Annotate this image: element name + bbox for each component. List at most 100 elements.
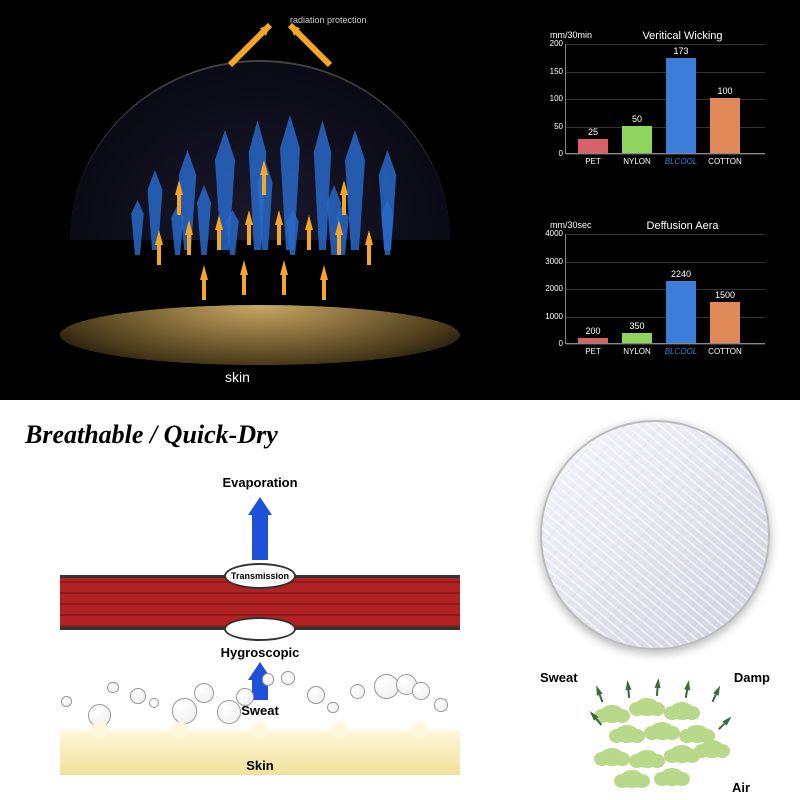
breathable-diagram: Breathable / Quick-Dry Evaporation Trans… — [0, 400, 510, 800]
ytick-label: 3000 — [545, 257, 563, 266]
ytick-label: 1000 — [545, 312, 563, 321]
up-arrow-icon — [365, 230, 373, 245]
up-arrow-icon — [260, 160, 268, 175]
cloud-icon — [600, 748, 624, 766]
bar-xlabel: BLCOOL — [663, 347, 699, 356]
bubble — [350, 684, 365, 699]
up-arrow-icon — [240, 260, 248, 275]
moisture-diagram: Evaporation Transmission Hygroscopic Swe… — [60, 475, 460, 785]
cloud-icon — [615, 725, 639, 743]
gridline — [566, 344, 765, 345]
bar-value: 200 — [578, 326, 608, 336]
ytick-label: 0 — [559, 339, 563, 348]
cloud-icon — [635, 698, 659, 716]
bubble — [412, 682, 430, 700]
chart1-area: 05010015020025PET50NYLON173BLCOOL100COTT… — [565, 44, 765, 154]
label-transmission: Transmission — [231, 571, 289, 581]
fabric-swatch — [540, 420, 770, 650]
bubble — [434, 698, 448, 712]
small-arrow-icon — [593, 684, 602, 695]
crystal — [125, 200, 150, 255]
bottom-panel: Breathable / Quick-Dry Evaporation Trans… — [0, 400, 800, 800]
bar-xlabel: NYLON — [619, 347, 655, 356]
lens-hygroscopic — [224, 617, 296, 641]
lens-transmission: Transmission — [224, 563, 296, 589]
radiation-arrow-left — [220, 20, 280, 70]
cloud-icon — [670, 745, 694, 763]
cloud-icon — [635, 750, 659, 768]
cloud-icon — [600, 705, 624, 723]
radiation-diagram: radiation protection skin — [0, 0, 520, 400]
chart2-area: 01000200030004000200PET350NYLON2240BLCOO… — [565, 234, 765, 344]
air-diagram: Sweat Damp Air — [540, 670, 770, 790]
bar-pet — [578, 139, 608, 153]
arrow-evaporation — [252, 497, 268, 560]
gridline — [566, 154, 765, 155]
charts-panel: mm/30min Veritical Wicking 0501001502002… — [520, 0, 800, 400]
label-air-bottom: Air — [732, 780, 750, 795]
bar-xlabel: BLCOOL — [663, 157, 699, 166]
up-arrow-icon — [305, 215, 313, 230]
bar-value: 25 — [578, 127, 608, 137]
up-arrow-icon — [185, 220, 193, 235]
small-arrow-icon — [684, 680, 692, 691]
up-arrow-icon — [340, 180, 348, 195]
bar-value: 1500 — [710, 290, 740, 300]
bar-xlabel: COTTON — [707, 157, 743, 166]
bubble — [262, 673, 274, 685]
ytick-label: 50 — [554, 122, 563, 131]
bar-xlabel: PET — [575, 347, 611, 356]
radiation-arrow-right — [280, 20, 340, 70]
bar-cotton — [710, 98, 740, 153]
bar-value: 173 — [666, 46, 696, 56]
bubble — [194, 683, 214, 703]
ytick-label: 200 — [550, 39, 563, 48]
bubble — [307, 686, 325, 704]
bar-value: 2240 — [666, 269, 696, 279]
bar-pet — [578, 338, 608, 344]
bubble — [130, 688, 146, 704]
bar-cotton — [710, 302, 740, 343]
label-sweat-side: Sweat — [540, 670, 578, 685]
skin-surface — [60, 305, 460, 365]
bubble — [61, 696, 73, 708]
label-evaporation: Evaporation — [200, 475, 320, 490]
up-arrow-icon — [320, 265, 328, 280]
section-title: Breathable / Quick-Dry — [25, 420, 278, 450]
label-damp-side: Damp — [734, 670, 770, 685]
up-arrow-icon — [175, 180, 183, 195]
bar-nylon — [622, 126, 652, 154]
up-arrow-icon — [280, 260, 288, 275]
fabric-air-panel: Sweat Damp Air — [510, 400, 800, 800]
up-arrow-icon — [200, 265, 208, 280]
ytick-label: 0 — [559, 149, 563, 158]
cloud-icon — [620, 770, 644, 788]
cloud-icon — [700, 740, 724, 758]
small-arrow-icon — [655, 678, 662, 688]
crystal — [280, 210, 305, 255]
small-arrow-icon — [713, 684, 723, 696]
bubble — [107, 682, 119, 694]
chart-wicking: mm/30min Veritical Wicking 0501001502002… — [540, 30, 765, 154]
bubble — [149, 698, 159, 708]
bar-value: 100 — [710, 86, 740, 96]
bar-blcool — [666, 58, 696, 153]
bar-xlabel: NYLON — [619, 157, 655, 166]
label-sweat: Sweat — [200, 703, 320, 718]
gridline — [566, 234, 765, 235]
small-arrow-icon — [722, 714, 733, 725]
bar-blcool — [666, 281, 696, 343]
bubble — [327, 702, 339, 714]
gridline — [566, 262, 765, 263]
up-arrow-icon — [335, 220, 343, 235]
cloud-icon — [670, 702, 694, 720]
bubble — [281, 671, 295, 685]
up-arrow-icon — [215, 215, 223, 230]
bar-nylon — [622, 333, 652, 343]
label-hygroscopic: Hygroscopic — [200, 645, 320, 660]
bar-xlabel: COTTON — [707, 347, 743, 356]
bar-value: 350 — [622, 321, 652, 331]
top-panel: radiation protection skin mm/30min Verit… — [0, 0, 800, 400]
skin-label: skin — [225, 369, 250, 385]
chart-diffusion: mm/30sec Deffusion Aera 0100020003000400… — [540, 220, 765, 344]
